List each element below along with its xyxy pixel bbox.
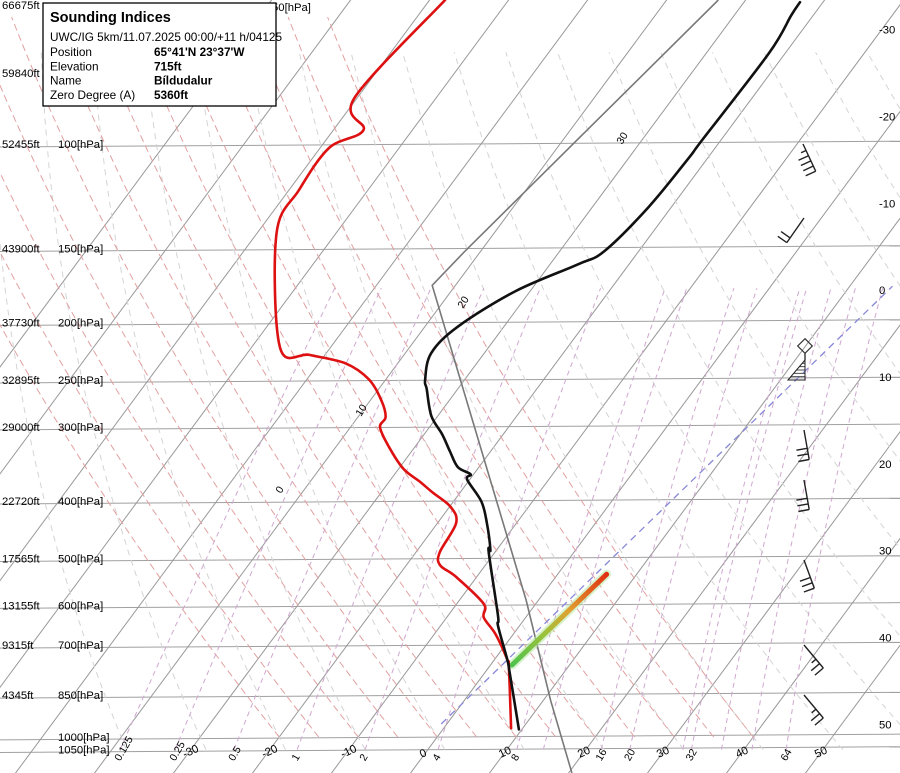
svg-text:1000[hPa]: 1000[hPa]	[58, 732, 110, 744]
svg-text:Elevation: Elevation	[50, 59, 99, 73]
svg-text:300[hPa]: 300[hPa]	[58, 422, 103, 434]
svg-text:13155ft: 13155ft	[2, 601, 41, 613]
svg-text:30: 30	[879, 546, 892, 558]
svg-text:37730ft: 37730ft	[2, 318, 41, 330]
svg-text:65°41'N 23°37'W: 65°41'N 23°37'W	[154, 45, 245, 59]
svg-text:600[hPa]: 600[hPa]	[58, 601, 103, 613]
svg-text:-10: -10	[879, 198, 895, 210]
svg-text:UWC/IG 5km/11.07.2025 00:00/+1: UWC/IG 5km/11.07.2025 00:00/+11 h/04125	[50, 30, 282, 44]
svg-text:500[hPa]: 500[hPa]	[58, 554, 103, 566]
svg-text:52455ft: 52455ft	[2, 139, 41, 151]
svg-text:10: 10	[879, 372, 892, 384]
svg-text:Position: Position	[50, 45, 92, 59]
svg-text:9315ft: 9315ft	[2, 640, 34, 652]
svg-text:100[hPa]: 100[hPa]	[58, 139, 103, 151]
svg-text:0: 0	[879, 285, 885, 297]
svg-text:700[hPa]: 700[hPa]	[58, 640, 103, 652]
svg-text:1050[hPa]: 1050[hPa]	[58, 745, 110, 757]
svg-text:Bíldudalur: Bíldudalur	[154, 74, 213, 88]
svg-text:Sounding Indices: Sounding Indices	[50, 10, 171, 26]
svg-text:17565ft: 17565ft	[2, 554, 41, 566]
svg-text:50: 50	[879, 719, 892, 731]
svg-text:4345ft: 4345ft	[2, 690, 34, 702]
svg-text:250[hPa]: 250[hPa]	[58, 375, 103, 387]
svg-text:20: 20	[879, 459, 892, 471]
svg-text:50[hPa]: 50[hPa]	[272, 2, 311, 14]
svg-text:-30: -30	[879, 25, 895, 37]
svg-text:66675ft: 66675ft	[2, 0, 41, 12]
svg-text:200[hPa]: 200[hPa]	[58, 318, 103, 330]
svg-text:5360ft: 5360ft	[154, 88, 188, 102]
svg-text:29000ft: 29000ft	[2, 422, 41, 434]
svg-text:150[hPa]: 150[hPa]	[58, 244, 103, 256]
svg-text:Zero Degree (A): Zero Degree (A)	[50, 88, 135, 102]
svg-text:43900ft: 43900ft	[2, 244, 41, 256]
svg-text:Name: Name	[50, 74, 82, 88]
svg-text:850[hPa]: 850[hPa]	[58, 690, 103, 702]
svg-text:40: 40	[879, 633, 892, 645]
svg-text:715ft: 715ft	[154, 59, 182, 73]
svg-text:22720ft: 22720ft	[2, 496, 41, 508]
svg-text:59840ft: 59840ft	[2, 68, 41, 80]
svg-text:-20: -20	[879, 112, 895, 124]
svg-text:400[hPa]: 400[hPa]	[58, 496, 103, 508]
svg-text:32895ft: 32895ft	[2, 375, 41, 387]
